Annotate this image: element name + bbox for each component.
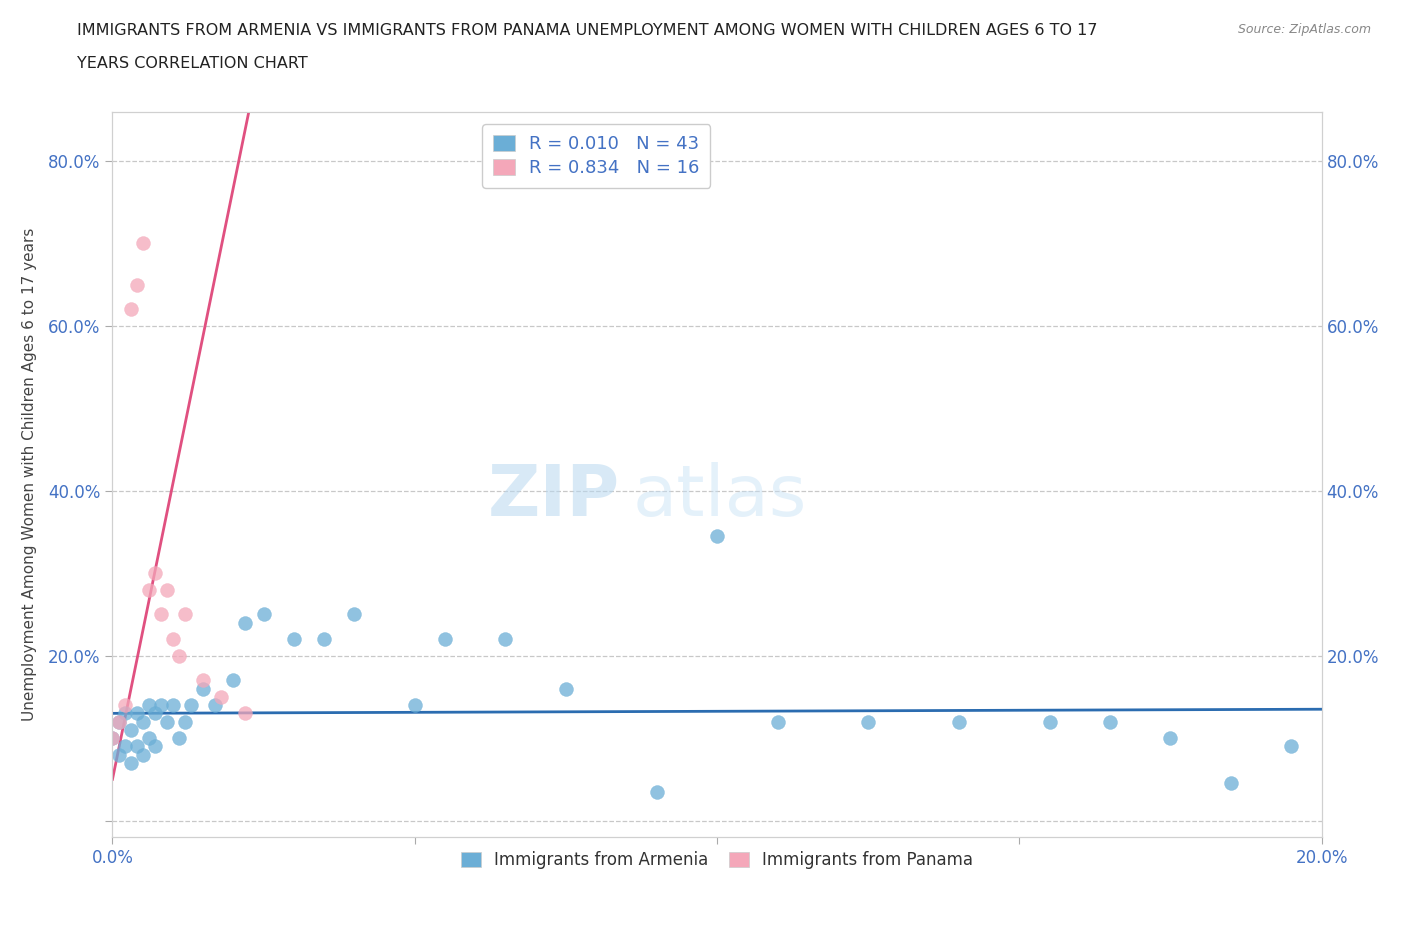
Point (180, 698, 202, 712)
Point (114, 706, 136, 721)
Point (204, 698, 226, 712)
Point (209, 689, 232, 704)
Point (132, 714, 155, 729)
Point (167, 731, 190, 746)
Point (120, 755, 142, 770)
Point (143, 738, 166, 753)
Point (948, 714, 970, 729)
Point (235, 706, 257, 721)
Text: Source: ZipAtlas.com: Source: ZipAtlas.com (1237, 23, 1371, 36)
Point (114, 698, 136, 712)
Point (138, 582, 160, 597)
Point (132, 747, 155, 762)
Point (404, 698, 426, 712)
Point (554, 681, 576, 696)
Point (1098, 714, 1121, 729)
Point (101, 731, 124, 746)
Point (191, 681, 214, 696)
Point (138, 731, 160, 746)
Point (120, 302, 142, 317)
Point (495, 631, 517, 646)
Point (253, 607, 276, 622)
Point (107, 747, 129, 762)
Point (156, 714, 179, 729)
Point (149, 607, 172, 622)
Point (283, 631, 305, 646)
Point (125, 277, 148, 292)
Point (101, 731, 124, 746)
Point (1038, 714, 1062, 729)
Point (156, 582, 179, 597)
Y-axis label: Unemployment Among Women with Children Ages 6 to 17 years: Unemployment Among Women with Children A… (22, 228, 37, 721)
Point (222, 673, 245, 688)
Point (343, 607, 366, 622)
Point (1159, 731, 1181, 746)
Point (143, 565, 166, 580)
Point (433, 631, 456, 646)
Text: atlas: atlas (633, 461, 807, 530)
Text: YEARS CORRELATION CHART: YEARS CORRELATION CHART (77, 56, 308, 71)
Text: IMMIGRANTS FROM ARMENIA VS IMMIGRANTS FROM PANAMA UNEMPLOYMENT AMONG WOMEN WITH : IMMIGRANTS FROM ARMENIA VS IMMIGRANTS FR… (77, 23, 1098, 38)
Point (235, 616, 257, 631)
Point (766, 714, 789, 729)
Text: ZIP: ZIP (488, 461, 620, 530)
Point (167, 648, 190, 663)
Point (114, 738, 136, 753)
Point (120, 723, 142, 737)
Point (107, 714, 129, 729)
Point (191, 673, 214, 688)
Point (138, 698, 160, 712)
Point (174, 714, 197, 729)
Point (1220, 776, 1243, 790)
Point (645, 784, 668, 799)
Legend: Immigrants from Armenia, Immigrants from Panama: Immigrants from Armenia, Immigrants from… (454, 844, 980, 876)
Point (162, 631, 184, 646)
Point (706, 528, 728, 543)
Point (125, 738, 148, 753)
Point (125, 706, 148, 721)
Point (162, 698, 184, 712)
Point (174, 607, 197, 622)
Point (1279, 738, 1302, 753)
Point (856, 714, 880, 729)
Point (132, 236, 155, 251)
Point (149, 698, 172, 712)
Point (107, 714, 129, 729)
Point (143, 706, 166, 721)
Point (314, 631, 336, 646)
